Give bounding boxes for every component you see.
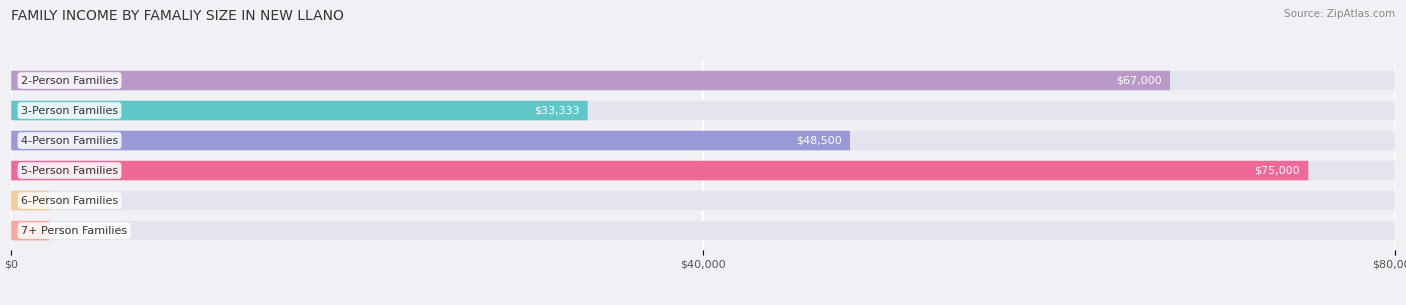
Text: $0: $0	[58, 196, 72, 206]
FancyBboxPatch shape	[11, 131, 851, 150]
FancyBboxPatch shape	[11, 221, 49, 240]
FancyBboxPatch shape	[11, 221, 1395, 240]
FancyBboxPatch shape	[11, 101, 1395, 120]
Text: 3-Person Families: 3-Person Families	[21, 106, 118, 116]
FancyBboxPatch shape	[11, 191, 1395, 210]
Text: $48,500: $48,500	[796, 135, 842, 145]
Text: 7+ Person Families: 7+ Person Families	[21, 226, 127, 235]
Text: $0: $0	[58, 226, 72, 235]
FancyBboxPatch shape	[11, 191, 49, 210]
FancyBboxPatch shape	[11, 161, 1308, 180]
Text: FAMILY INCOME BY FAMALIY SIZE IN NEW LLANO: FAMILY INCOME BY FAMALIY SIZE IN NEW LLA…	[11, 9, 344, 23]
Text: 4-Person Families: 4-Person Families	[21, 135, 118, 145]
Text: $33,333: $33,333	[534, 106, 579, 116]
FancyBboxPatch shape	[11, 161, 1395, 180]
Text: 5-Person Families: 5-Person Families	[21, 166, 118, 176]
FancyBboxPatch shape	[11, 71, 1170, 90]
FancyBboxPatch shape	[11, 101, 588, 120]
Text: $75,000: $75,000	[1254, 166, 1301, 176]
FancyBboxPatch shape	[11, 131, 1395, 150]
Text: Source: ZipAtlas.com: Source: ZipAtlas.com	[1284, 9, 1395, 19]
Text: 6-Person Families: 6-Person Families	[21, 196, 118, 206]
Text: $67,000: $67,000	[1116, 76, 1161, 85]
Text: 2-Person Families: 2-Person Families	[21, 76, 118, 85]
FancyBboxPatch shape	[11, 71, 1395, 90]
